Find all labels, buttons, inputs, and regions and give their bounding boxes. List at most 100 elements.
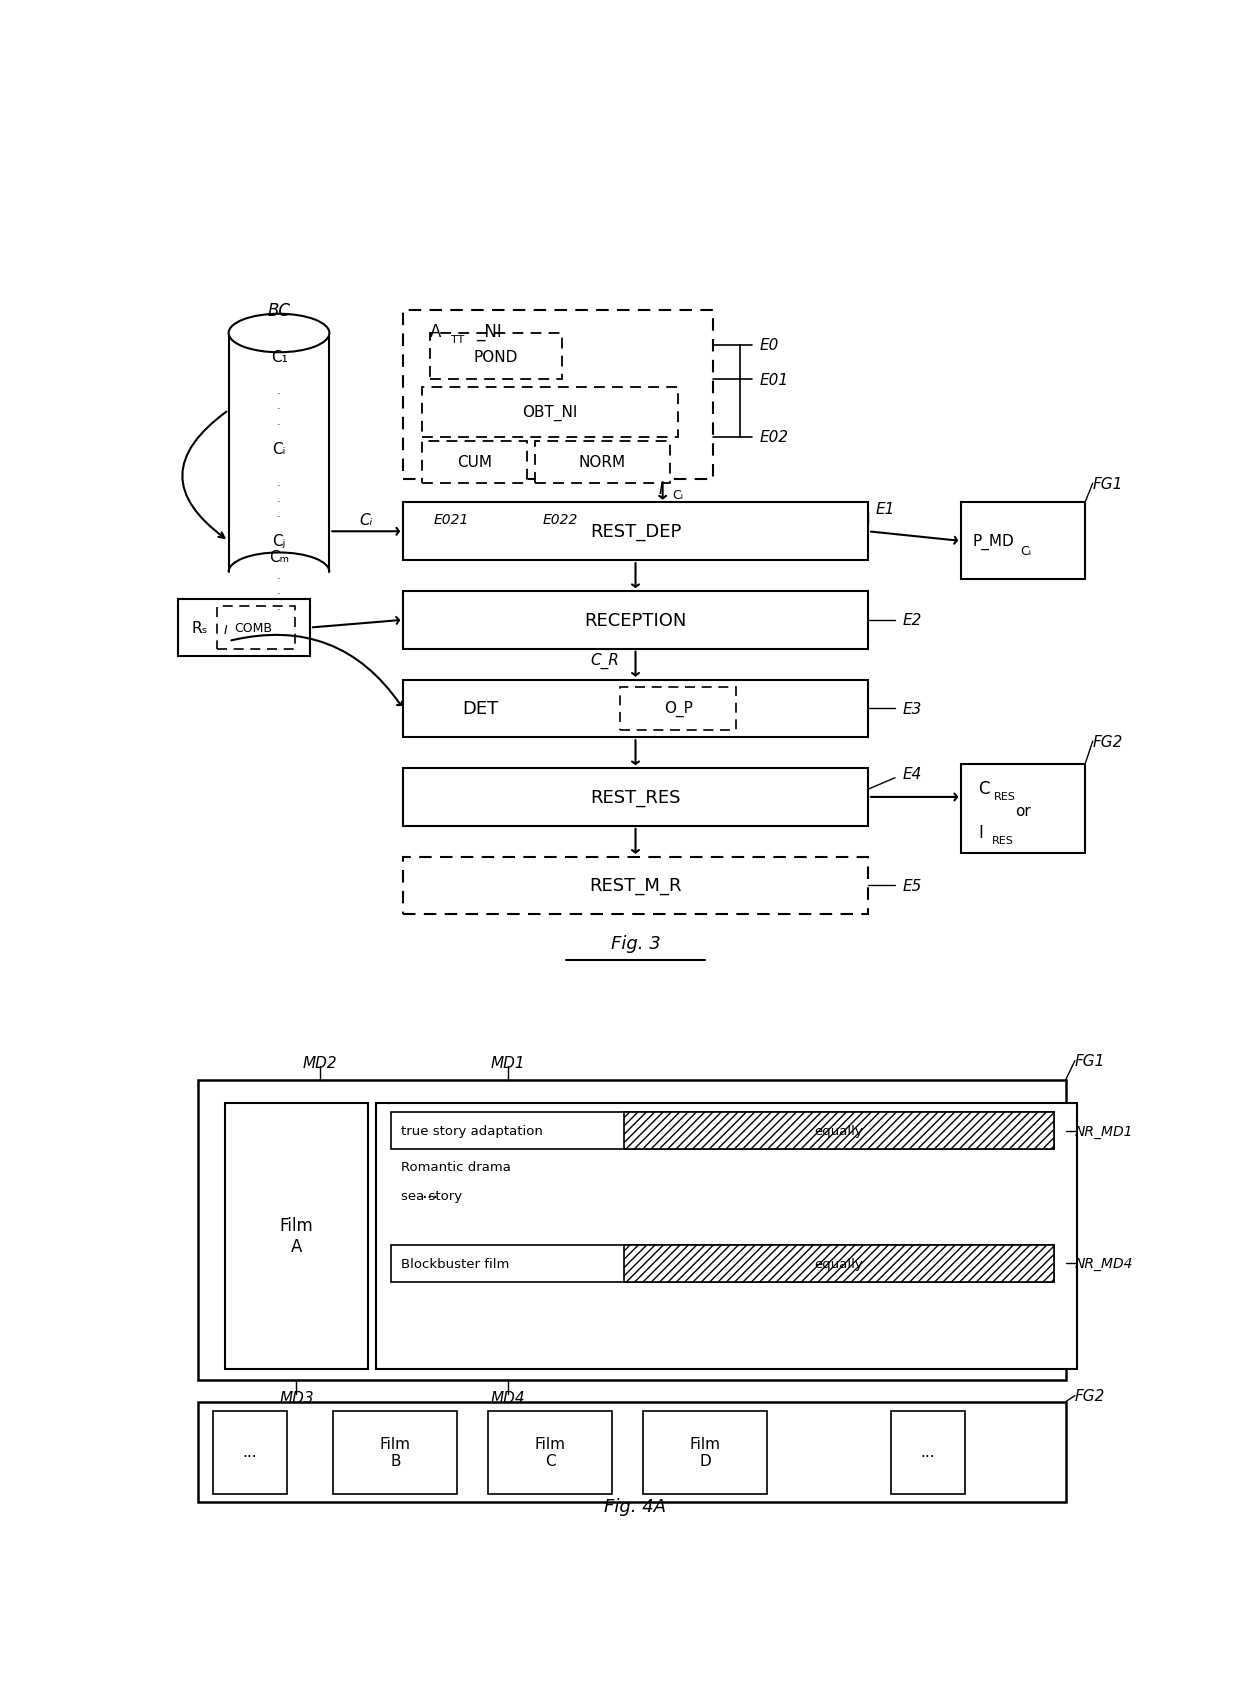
Text: Romantic drama: Romantic drama: [401, 1160, 511, 1173]
Text: E1: E1: [875, 501, 895, 516]
Text: DET: DET: [463, 700, 498, 718]
Bar: [392, 1245, 1054, 1282]
Text: NR_MD4: NR_MD4: [1075, 1257, 1133, 1270]
Text: ...: ...: [243, 1445, 257, 1460]
Text: Blockbuster film: Blockbuster film: [401, 1257, 510, 1270]
Text: FG1: FG1: [1075, 1053, 1105, 1068]
Bar: [403, 503, 868, 560]
Text: MD2: MD2: [303, 1056, 337, 1071]
Text: ...: ...: [921, 1445, 935, 1460]
Bar: [403, 311, 713, 481]
Text: E01: E01: [759, 372, 789, 387]
Bar: [224, 1104, 368, 1369]
Bar: [217, 606, 295, 649]
Text: C_R: C_R: [590, 652, 619, 669]
Text: E2: E2: [903, 613, 923, 628]
Bar: [489, 1411, 613, 1494]
Text: Fig. 3: Fig. 3: [610, 934, 661, 953]
Text: C: C: [978, 779, 990, 798]
Bar: [644, 1411, 768, 1494]
Bar: [534, 441, 671, 484]
Text: REST_DEP: REST_DEP: [590, 523, 681, 542]
Bar: [213, 1411, 286, 1494]
Text: E3: E3: [903, 701, 923, 717]
Text: O_P: O_P: [663, 701, 693, 717]
Text: Cₘ: Cₘ: [269, 550, 289, 564]
Text: Film
D: Film D: [689, 1437, 720, 1469]
Text: P_MD: P_MD: [972, 533, 1014, 550]
Bar: [430, 335, 562, 380]
Text: Cᵢ: Cᵢ: [273, 441, 285, 457]
Text: C₁: C₁: [270, 350, 288, 365]
Text: COMB: COMB: [234, 621, 272, 635]
Text: FG1: FG1: [1092, 477, 1123, 491]
Bar: [892, 1411, 965, 1494]
Text: ·: ·: [278, 404, 280, 414]
Text: sea story: sea story: [401, 1189, 461, 1202]
Text: CUM: CUM: [458, 455, 492, 470]
Text: ·: ·: [278, 589, 280, 599]
Text: OBT_NI: OBT_NI: [522, 404, 578, 421]
Text: Film
A: Film A: [279, 1217, 314, 1255]
Text: NR_MD1: NR_MD1: [1075, 1124, 1133, 1138]
Text: I: I: [978, 824, 983, 842]
Text: TT: TT: [451, 335, 464, 345]
Text: ·: ·: [278, 496, 280, 506]
Text: POND: POND: [474, 350, 518, 365]
Text: ·: ·: [278, 574, 280, 584]
Text: _NI: _NI: [476, 323, 502, 341]
Text: or: or: [1016, 803, 1030, 818]
Text: Cᵢ: Cᵢ: [672, 489, 683, 503]
Bar: [179, 599, 310, 657]
Bar: [403, 591, 868, 649]
Text: E021: E021: [434, 513, 470, 526]
Text: true story adaptation: true story adaptation: [401, 1124, 543, 1138]
Bar: [197, 1403, 1065, 1503]
Text: NORM: NORM: [579, 455, 626, 470]
Bar: [961, 764, 1085, 854]
Bar: [403, 769, 868, 827]
Text: MD3: MD3: [279, 1391, 314, 1404]
Text: ·: ·: [278, 481, 280, 491]
Text: Film
C: Film C: [534, 1437, 565, 1469]
Text: REST_M_R: REST_M_R: [589, 876, 682, 895]
Bar: [423, 387, 678, 438]
Text: E022: E022: [543, 513, 578, 526]
Text: E02: E02: [759, 430, 789, 445]
Text: MD4: MD4: [490, 1391, 525, 1404]
Bar: [403, 681, 868, 739]
Text: BC: BC: [268, 302, 290, 319]
Text: Cⱼ: Cⱼ: [273, 535, 285, 548]
Text: ·: ·: [278, 513, 280, 521]
Bar: [624, 1245, 1054, 1282]
Text: Cᵢ: Cᵢ: [1021, 545, 1032, 557]
Text: E0: E0: [759, 338, 779, 353]
Bar: [961, 503, 1085, 581]
Bar: [620, 688, 737, 730]
Text: I: I: [223, 623, 227, 637]
Text: equally: equally: [815, 1124, 863, 1138]
Bar: [392, 1112, 1054, 1150]
Bar: [197, 1080, 1065, 1380]
Text: E4: E4: [903, 767, 923, 781]
Bar: [624, 1112, 1054, 1150]
Text: A: A: [430, 323, 441, 341]
Text: Fig. 4A: Fig. 4A: [604, 1498, 667, 1516]
Text: MD1: MD1: [490, 1056, 525, 1071]
Text: REST_RES: REST_RES: [590, 788, 681, 807]
Text: FG2: FG2: [1075, 1389, 1105, 1403]
Text: Film
B: Film B: [379, 1437, 410, 1469]
Text: E5: E5: [903, 878, 923, 893]
Bar: [334, 1411, 458, 1494]
Bar: [403, 857, 868, 915]
Text: ···: ···: [422, 1189, 439, 1206]
Text: ·: ·: [278, 604, 280, 615]
Text: FG2: FG2: [1092, 734, 1123, 749]
Text: I: I: [658, 482, 663, 498]
Text: RES: RES: [992, 835, 1014, 846]
Bar: [423, 441, 527, 484]
Text: RES: RES: [993, 791, 1016, 801]
Text: Cᵢ: Cᵢ: [360, 513, 373, 528]
Text: RECEPTION: RECEPTION: [584, 611, 687, 630]
Bar: [376, 1104, 1078, 1369]
